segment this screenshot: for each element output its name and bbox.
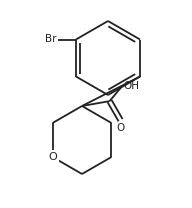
Text: O: O	[48, 152, 57, 162]
Text: Br: Br	[46, 35, 57, 45]
Text: OH: OH	[123, 81, 139, 91]
Text: O: O	[117, 123, 125, 133]
